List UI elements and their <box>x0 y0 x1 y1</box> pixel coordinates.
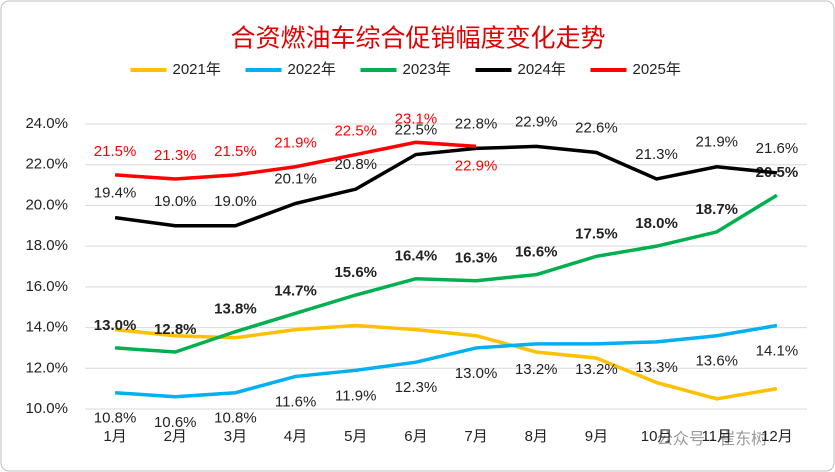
data-label: 13.8% <box>214 301 257 318</box>
x-tick-label: 7月 <box>464 428 487 445</box>
x-tick-label: 3月 <box>224 428 247 445</box>
data-label: 10.8% <box>214 410 257 427</box>
data-label: 19.0% <box>214 193 257 210</box>
data-label: 15.6% <box>334 264 377 281</box>
legend-label: 2022年 <box>288 61 336 78</box>
x-tick-label: 1月 <box>103 428 126 445</box>
data-label: 16.3% <box>455 250 498 267</box>
y-tick-label: 14.0% <box>25 319 68 336</box>
x-tick-label: 10月 <box>641 428 673 445</box>
data-label: 10.6% <box>154 414 197 431</box>
data-label: 13.2% <box>515 361 558 378</box>
series-line <box>114 193 778 354</box>
x-tick-label: 8月 <box>525 428 548 445</box>
data-label: 21.9% <box>695 134 738 151</box>
data-label: 19.0% <box>154 193 197 210</box>
data-label: 21.5% <box>94 143 137 160</box>
data-label: 16.4% <box>395 248 438 265</box>
y-tick-label: 22.0% <box>25 156 68 173</box>
series-line <box>114 140 477 181</box>
data-label: 22.8% <box>455 115 498 132</box>
legend-label: 2023年 <box>403 61 451 78</box>
data-label: 11.9% <box>335 387 376 404</box>
data-label: 18.7% <box>695 201 738 218</box>
data-label: 12.8% <box>154 321 197 338</box>
data-label: 13.2% <box>575 361 618 378</box>
data-label: 21.5% <box>214 143 257 160</box>
series-line <box>114 323 778 401</box>
chart-title: 合资燃油车综合促销幅度变化走势 <box>230 25 605 53</box>
y-tick-label: 24.0% <box>25 115 68 132</box>
data-label: 17.5% <box>575 225 618 242</box>
series-line <box>114 323 778 399</box>
data-label: 19.4% <box>94 185 137 202</box>
series-line <box>114 144 778 228</box>
data-label: 20.1% <box>274 170 317 187</box>
data-label: 13.0% <box>455 365 498 382</box>
data-label: 22.9% <box>515 113 558 130</box>
x-tick-label: 12月 <box>761 428 793 445</box>
data-label: 13.6% <box>695 353 738 370</box>
data-label: 11.6% <box>275 393 316 410</box>
x-tick-label: 11月 <box>701 428 732 445</box>
y-tick-label: 16.0% <box>25 278 68 295</box>
data-label: 12.3% <box>395 379 438 396</box>
data-label: 10.8% <box>94 410 137 427</box>
x-tick-label: 4月 <box>284 428 307 445</box>
y-tick-label: 18.0% <box>25 237 68 254</box>
y-tick-label: 20.0% <box>25 196 68 213</box>
x-tick-label: 2月 <box>164 428 187 445</box>
data-label: 18.0% <box>635 215 678 232</box>
legend-label: 2025年 <box>633 61 681 78</box>
legend-label: 2024年 <box>518 61 566 78</box>
legend-label: 2021年 <box>173 61 221 78</box>
data-label: 16.6% <box>515 244 558 261</box>
data-label: 13.0% <box>94 317 137 334</box>
data-label: 20.8% <box>334 156 377 173</box>
data-label: 21.3% <box>635 146 678 163</box>
data-label: 23.1% <box>395 110 438 127</box>
data-label: 21.3% <box>154 147 197 164</box>
data-label: 22.6% <box>575 119 618 136</box>
data-label: 21.9% <box>274 135 317 152</box>
data-label: 14.1% <box>756 343 799 360</box>
data-label: 22.5% <box>395 122 438 139</box>
data-label: 13.3% <box>635 359 678 376</box>
y-tick-label: 12.0% <box>25 359 68 376</box>
data-label: 22.5% <box>334 123 377 140</box>
x-tick-label: 5月 <box>344 428 367 445</box>
data-label: 21.6% <box>756 140 799 157</box>
watermark: 公众号 · 崔东树 <box>657 430 767 448</box>
data-label: 22.9% <box>455 157 498 174</box>
data-label: 14.7% <box>274 282 317 299</box>
x-tick-label: 9月 <box>585 428 608 445</box>
x-tick-label: 6月 <box>404 428 427 445</box>
y-tick-label: 10.0% <box>25 400 68 417</box>
